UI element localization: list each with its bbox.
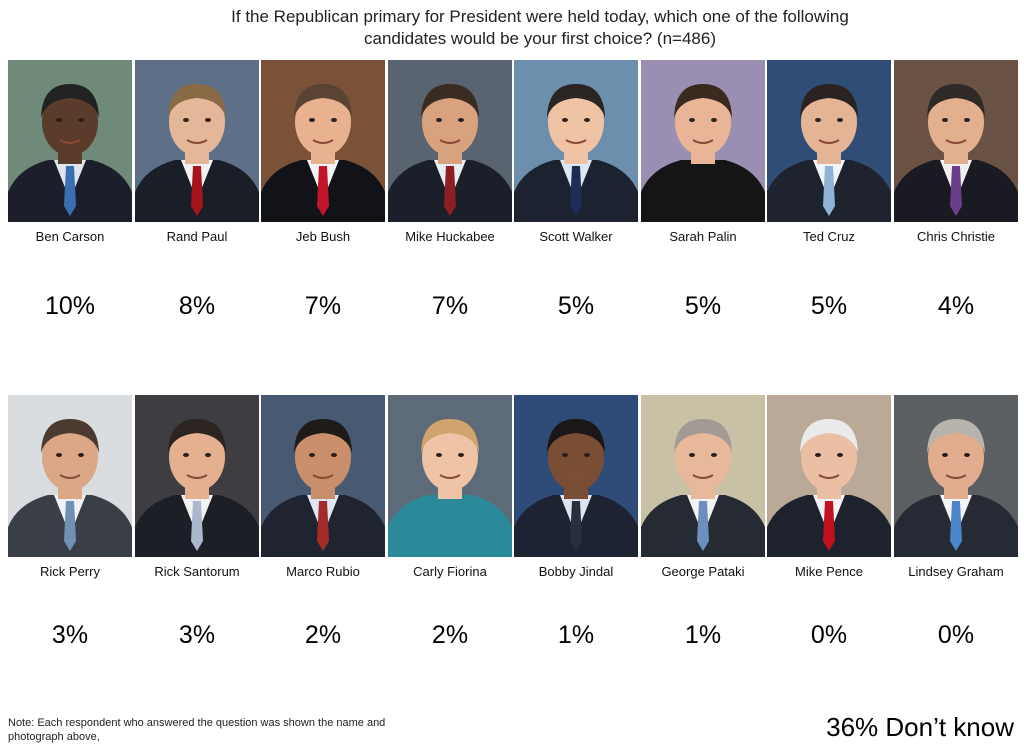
candidate-name: Rick Perry — [40, 564, 100, 579]
candidate-name: Chris Christie — [916, 229, 995, 244]
candidate-photo — [261, 60, 385, 222]
candidate-name: George Pataki — [661, 564, 745, 579]
candidate-photo — [135, 395, 259, 557]
candidate-photo — [388, 60, 512, 222]
candidate-percentage: 3% — [178, 621, 216, 649]
candidate-percentage: 7% — [431, 292, 469, 320]
candidate-percentage: 5% — [557, 292, 595, 320]
portrait-graphic — [261, 60, 385, 222]
candidate-cell: Mike Huckabee 7% — [388, 60, 512, 380]
candidate-cell: Rick Perry 3% — [8, 395, 132, 715]
portrait-graphic — [641, 395, 765, 557]
dont-know-label: 36% Don’t know — [826, 712, 1014, 742]
candidate-percentage: 1% — [684, 621, 722, 649]
portrait-graphic — [388, 60, 512, 222]
portrait-graphic — [767, 60, 891, 222]
portrait-graphic — [388, 395, 512, 557]
candidate-row-2: Rick Perry 3% Rick Santorum 3% Marco Rubio 2%… — [8, 395, 1020, 725]
portrait-graphic — [514, 60, 638, 222]
candidate-photo — [514, 395, 638, 557]
candidate-name: Sarah Palin — [669, 229, 737, 244]
candidate-percentage: 7% — [304, 292, 342, 320]
candidate-name: Scott Walker — [539, 229, 613, 244]
portrait-graphic — [8, 60, 132, 222]
chart-title: If the Republican primary for President … — [0, 6, 1024, 50]
portrait-graphic — [135, 60, 259, 222]
candidate-cell: Ben Carson 10% — [8, 60, 132, 380]
candidate-name: Mike Huckabee — [405, 229, 495, 244]
candidate-percentage: 2% — [304, 621, 342, 649]
candidate-name: Carly Fiorina — [413, 564, 487, 579]
candidate-name: Rand Paul — [166, 229, 228, 244]
candidate-photo — [894, 395, 1018, 557]
candidate-name: Lindsey Graham — [908, 564, 1004, 579]
candidate-cell: Ted Cruz 5% — [767, 60, 891, 380]
candidate-cell: Carly Fiorina 2% — [388, 395, 512, 715]
candidate-photo — [641, 395, 765, 557]
portrait-graphic — [641, 60, 765, 222]
chart-title-line-2: candidates would be your first choice? (… — [363, 29, 716, 48]
candidate-photo — [641, 60, 765, 222]
candidate-cell: Marco Rubio 2% — [261, 395, 385, 715]
candidate-photo — [135, 60, 259, 222]
candidate-photo — [8, 395, 132, 557]
candidate-cell: George Pataki 1% — [641, 395, 765, 715]
candidate-cell: Chris Christie 4% — [894, 60, 1018, 380]
candidate-name: Marco Rubio — [286, 564, 360, 579]
candidate-photo — [388, 395, 512, 557]
portrait-graphic — [894, 395, 1018, 557]
portrait-graphic — [894, 60, 1018, 222]
candidate-photo — [261, 395, 385, 557]
footnote-line-2: photograph above, — [8, 731, 100, 743]
candidate-percentage: 5% — [810, 292, 848, 320]
candidate-name: Rick Santorum — [154, 564, 240, 579]
candidate-percentage: 0% — [810, 621, 848, 649]
candidate-name: Ben Carson — [35, 229, 105, 244]
candidate-percentage: 10% — [44, 292, 96, 320]
candidate-photo — [514, 60, 638, 222]
portrait-graphic — [135, 395, 259, 557]
candidate-name: Ted Cruz — [802, 229, 856, 244]
candidate-cell: Rick Santorum 3% — [135, 395, 259, 715]
candidate-percentage: 4% — [937, 292, 975, 320]
candidate-percentage: 5% — [684, 292, 722, 320]
candidate-row-1: Ben Carson 10% Rand Paul 8% Jeb Bush 7% Mike H… — [8, 60, 1020, 390]
candidate-cell: Jeb Bush 7% — [261, 60, 385, 380]
candidate-name: Mike Pence — [795, 564, 863, 579]
candidate-percentage: 0% — [937, 621, 975, 649]
portrait-graphic — [261, 395, 385, 557]
candidate-cell: Mike Pence 0% — [767, 395, 891, 715]
portrait-graphic — [514, 395, 638, 557]
candidate-cell: Scott Walker 5% — [514, 60, 638, 380]
candidate-percentage: 2% — [431, 621, 469, 649]
candidate-name: Jeb Bush — [295, 229, 351, 244]
candidate-percentage: 8% — [178, 292, 216, 320]
candidate-name: Bobby Jindal — [538, 564, 614, 579]
candidate-photo — [8, 60, 132, 222]
candidate-cell: Bobby Jindal 1% — [514, 395, 638, 715]
candidate-cell: Sarah Palin 5% — [641, 60, 765, 380]
candidate-cell: Lindsey Graham 0% — [894, 395, 1018, 715]
candidate-photo — [894, 60, 1018, 222]
portrait-graphic — [8, 395, 132, 557]
chart-title-line-1: If the Republican primary for President … — [231, 7, 849, 26]
footnote: Note: Each respondent who answered the q… — [8, 716, 478, 744]
footnote-line-1: Note: Each respondent who answered the q… — [8, 717, 386, 729]
portrait-graphic — [767, 395, 891, 557]
candidate-percentage: 1% — [557, 621, 595, 649]
candidate-photo — [767, 60, 891, 222]
candidate-percentage: 3% — [51, 621, 89, 649]
candidate-cell: Rand Paul 8% — [135, 60, 259, 380]
candidate-photo — [767, 395, 891, 557]
